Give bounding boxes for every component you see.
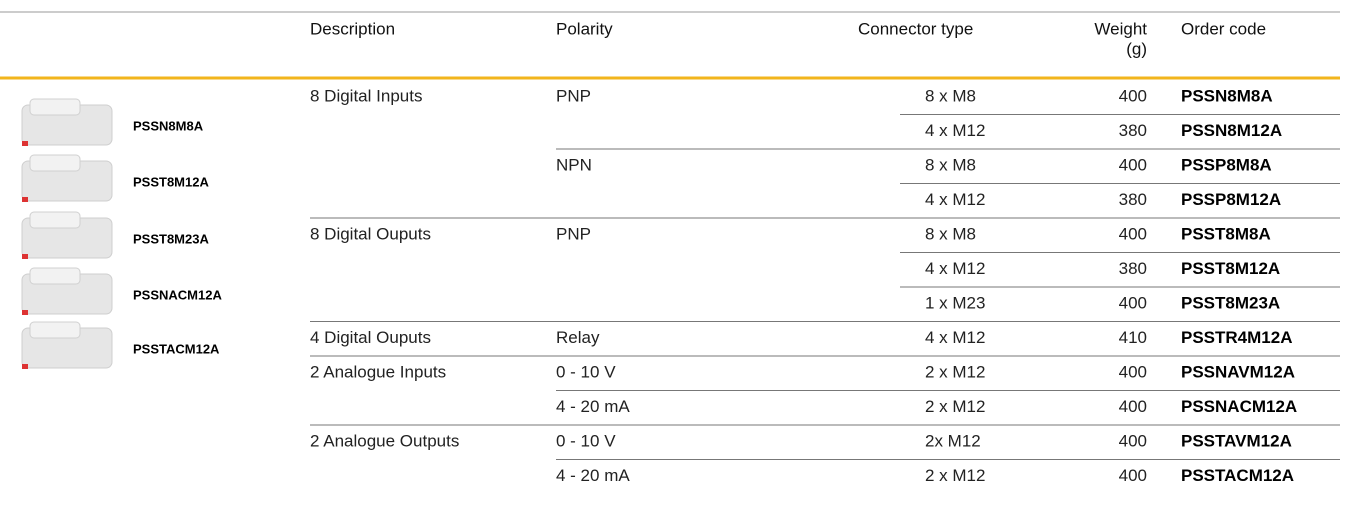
polarity: 4 - 20 mA: [556, 397, 630, 416]
weight: 400: [1119, 431, 1147, 450]
product-image-top: [29, 98, 81, 116]
order-code: PSST8M8A: [1181, 224, 1271, 243]
product-image-led: [22, 310, 28, 315]
polarity: PNP: [556, 86, 591, 105]
connector: 2 x M12: [925, 397, 985, 416]
product-label: PSSNACM12A: [133, 287, 222, 302]
connector: 2x M12: [925, 431, 981, 450]
weight: 380: [1119, 121, 1147, 140]
order-code: PSSTAVM12A: [1181, 431, 1292, 450]
header-description: Description: [310, 19, 395, 38]
header-weight-unit: (g): [1126, 39, 1147, 58]
product-label: PSST8M12A: [133, 174, 209, 189]
polarity: 4 - 20 mA: [556, 466, 630, 485]
header-weight: Weight: [1094, 19, 1147, 38]
weight: 400: [1119, 86, 1147, 105]
polarity: 0 - 10 V: [556, 362, 616, 381]
connector: 4 x M12: [925, 121, 985, 140]
connector: 8 x M8: [925, 155, 976, 174]
connector: 1 x M23: [925, 293, 985, 312]
weight: 400: [1119, 155, 1147, 174]
weight: 400: [1119, 293, 1147, 312]
product-label: PSST8M23A: [133, 231, 209, 246]
order-code: PSST8M12A: [1181, 259, 1280, 278]
header-order: Order code: [1181, 19, 1266, 38]
order-code: PSST8M23A: [1181, 293, 1280, 312]
polarity: NPN: [556, 155, 592, 174]
order-code: PSSP8M8A: [1181, 155, 1272, 174]
description: 8 Digital Ouputs: [310, 224, 431, 243]
order-code: PSSP8M12A: [1181, 190, 1281, 209]
polarity: Relay: [556, 328, 600, 347]
product-image-top: [29, 211, 81, 229]
product-image-led: [22, 364, 28, 369]
order-code: PSSNAVM12A: [1181, 362, 1295, 381]
order-code: PSSTACM12A: [1181, 466, 1294, 485]
product-image-top: [29, 321, 81, 339]
description: 8 Digital Inputs: [310, 86, 422, 105]
description: 4 Digital Ouputs: [310, 328, 431, 347]
product-image-led: [22, 197, 28, 202]
connector: 4 x M12: [925, 328, 985, 347]
header-polarity: Polarity: [556, 19, 613, 38]
connector: 2 x M12: [925, 466, 985, 485]
connector: 4 x M12: [925, 259, 985, 278]
weight: 410: [1119, 328, 1147, 347]
polarity: PNP: [556, 224, 591, 243]
product-image-led: [22, 141, 28, 146]
order-code: PSSTR4M12A: [1181, 328, 1292, 347]
product-label: PSSN8M8A: [133, 118, 204, 133]
description: 2 Analogue Inputs: [310, 362, 446, 381]
weight: 400: [1119, 224, 1147, 243]
weight: 400: [1119, 362, 1147, 381]
order-code: PSSN8M8A: [1181, 86, 1273, 105]
connector: 8 x M8: [925, 86, 976, 105]
weight: 380: [1119, 190, 1147, 209]
product-image-top: [29, 267, 81, 285]
weight: 380: [1119, 259, 1147, 278]
connector: 2 x M12: [925, 362, 985, 381]
product-label: PSSTACM12A: [133, 341, 220, 356]
order-code: PSSNACM12A: [1181, 397, 1297, 416]
connector: 4 x M12: [925, 190, 985, 209]
order-code: PSSN8M12A: [1181, 121, 1282, 140]
product-image-led: [22, 254, 28, 259]
product-image-top: [29, 154, 81, 172]
polarity: 0 - 10 V: [556, 431, 616, 450]
weight: 400: [1119, 466, 1147, 485]
description: 2 Analogue Outputs: [310, 431, 459, 450]
connector: 8 x M8: [925, 224, 976, 243]
weight: 400: [1119, 397, 1147, 416]
header-connector: Connector type: [858, 19, 973, 38]
